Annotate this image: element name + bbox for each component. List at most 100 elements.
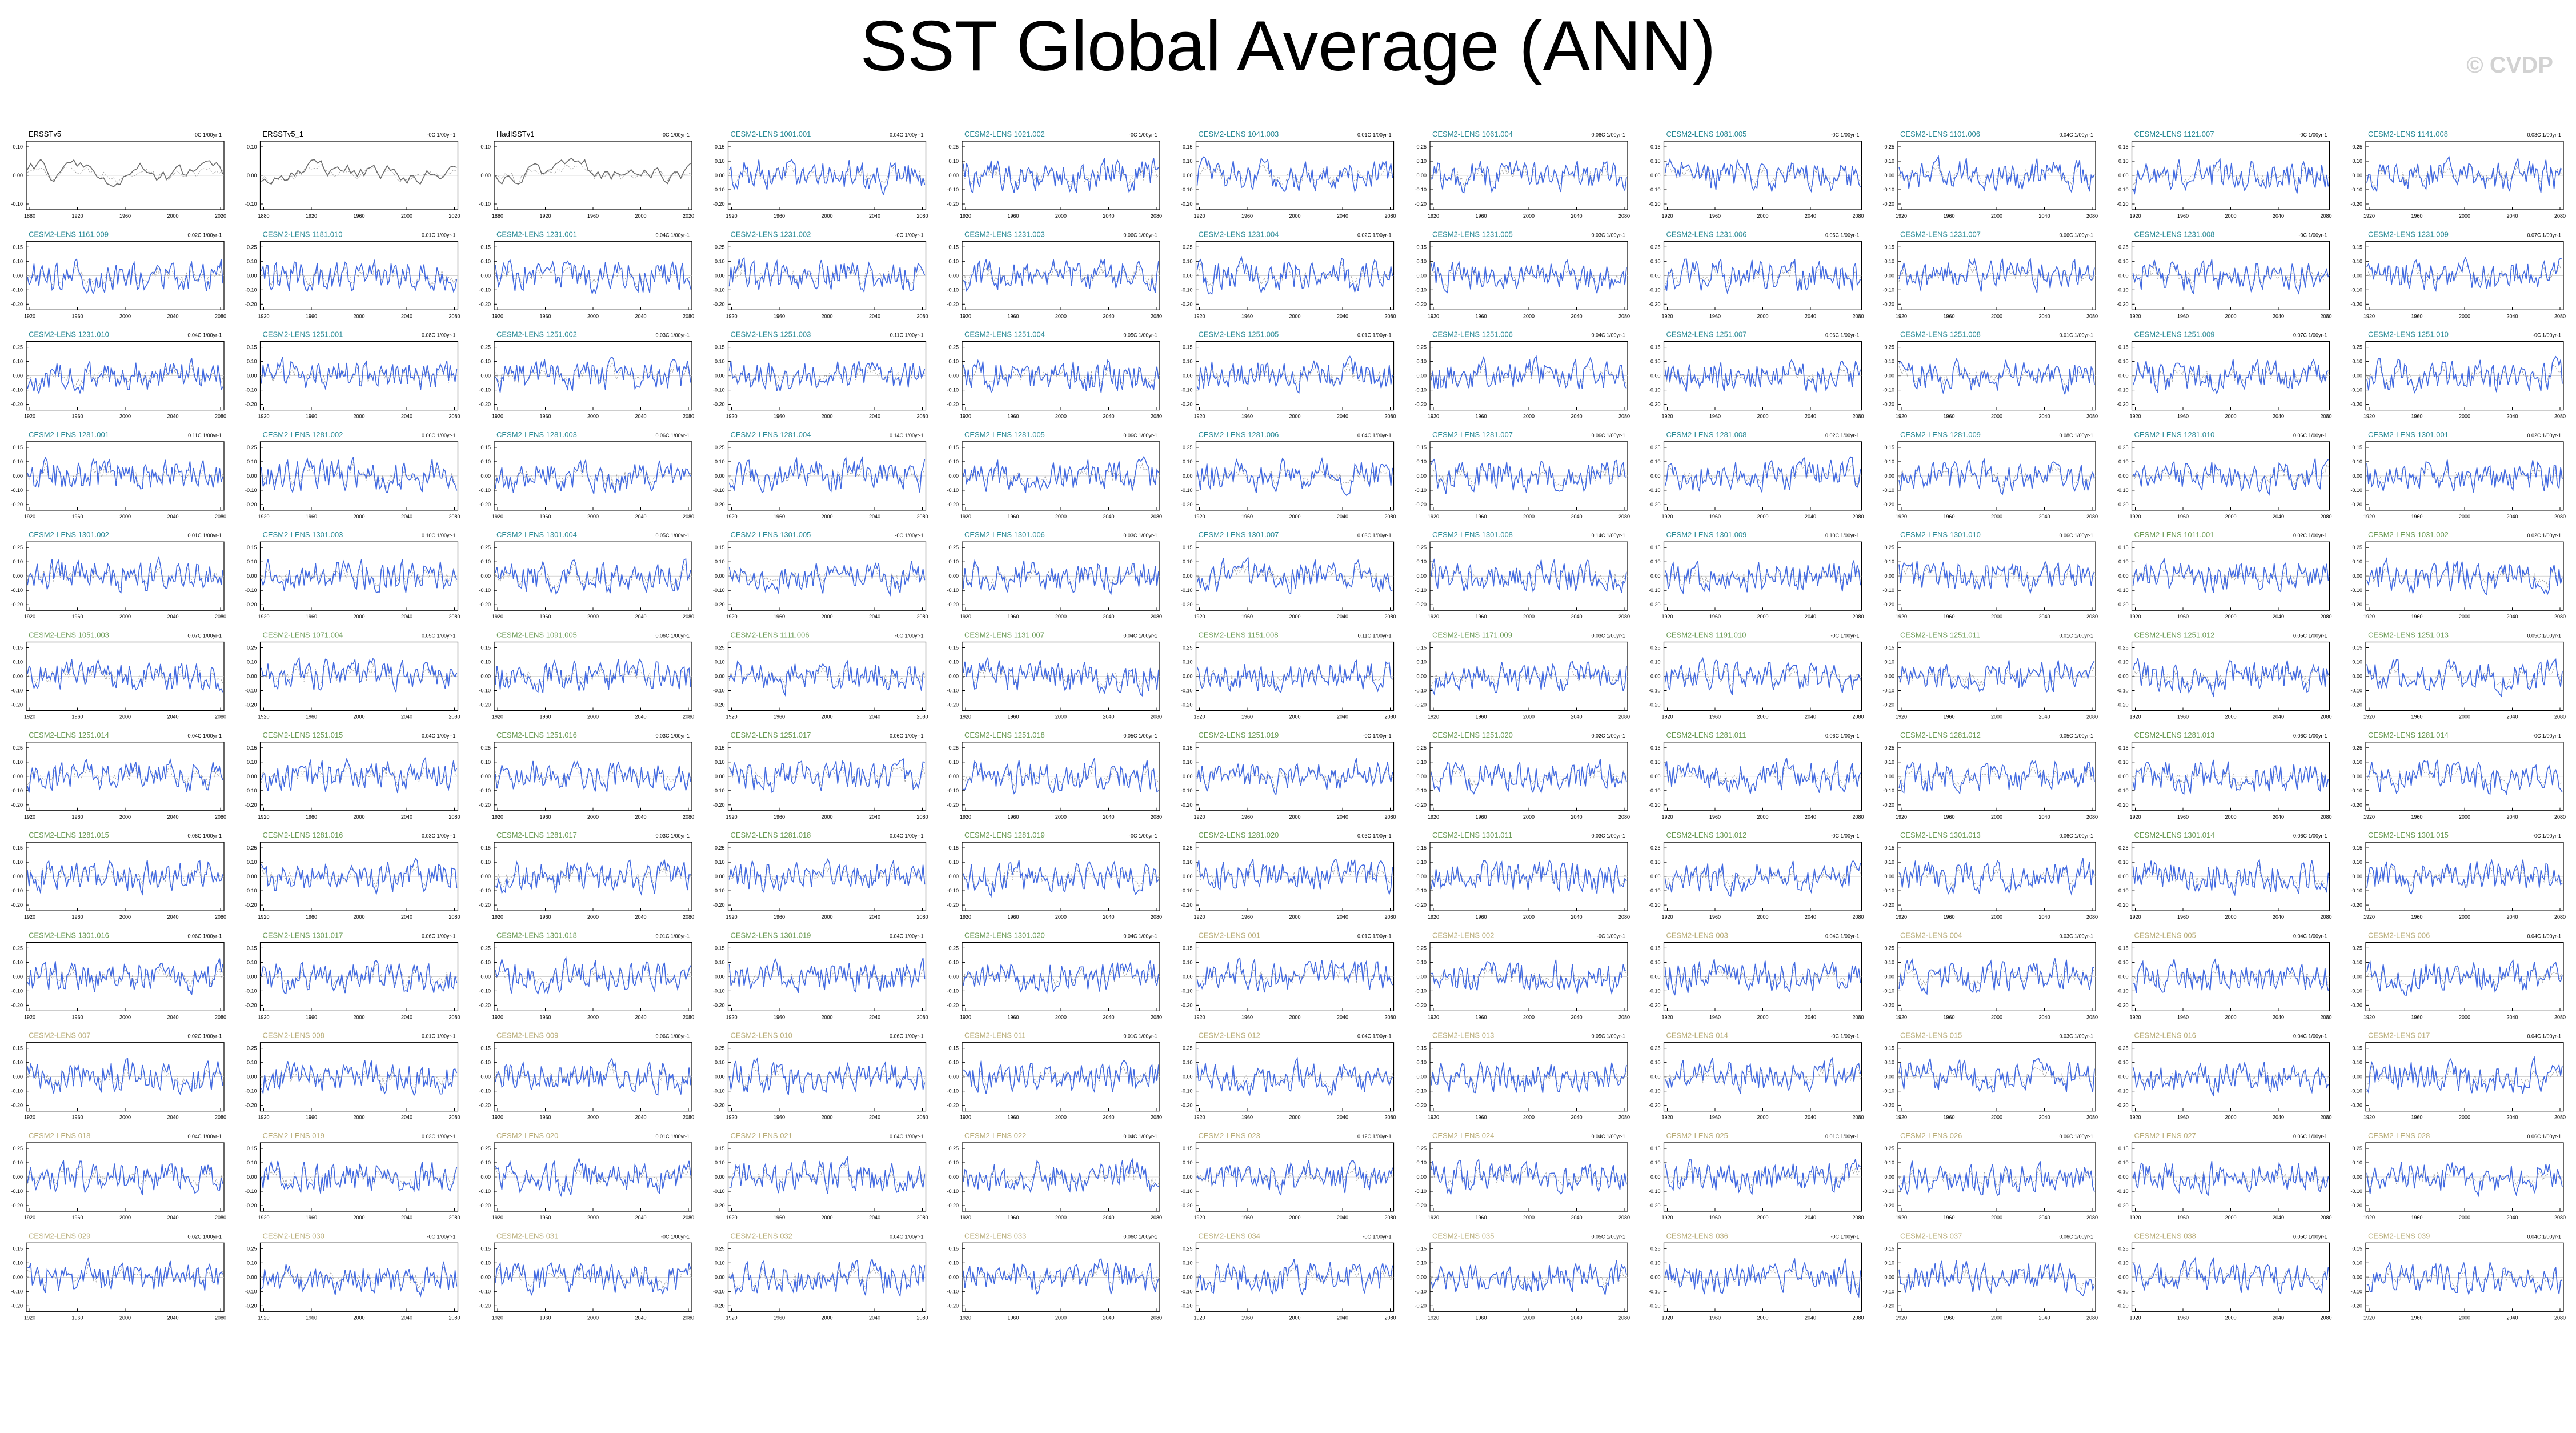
x-tick-label: 1920: [492, 614, 503, 619]
y-tick-label: -0.20: [947, 1203, 959, 1208]
y-tick-label: 0.10: [1884, 559, 1894, 565]
x-tick-label: 1960: [1709, 213, 1721, 219]
reference-series-line: [729, 1163, 925, 1190]
series-line: [1431, 558, 1627, 593]
panel-trend-label: 0.06C 1/00yr-1: [2059, 833, 2093, 839]
reference-series-line: [1197, 564, 1393, 587]
x-tick-label: 1960: [71, 714, 83, 720]
reference-series-line: [1665, 864, 1861, 891]
reference-series-line: [2133, 262, 2329, 288]
x-tick-label: 2080: [448, 1315, 460, 1320]
x-tick-label: 1920: [1193, 714, 1205, 720]
reference-series-line: [963, 1066, 1159, 1090]
y-tick-label: 0.10: [480, 959, 491, 965]
panel-title: CESM2-LENS 1251.011: [1900, 631, 1980, 639]
panel-title: CESM2-LENS 1281.013: [2134, 731, 2215, 739]
panel-title: CESM2-LENS 016: [2134, 1031, 2196, 1040]
y-tick-label: -0.10: [1649, 1088, 1661, 1094]
x-tick-label: 2040: [1337, 1115, 1348, 1120]
y-tick-label: -0.10: [1882, 688, 1894, 694]
x-tick-label: 1920: [960, 414, 971, 419]
panel-trend-label: -0C 1/00yr-1: [1830, 132, 1859, 138]
y-tick-label: 0.25: [2118, 244, 2129, 250]
y-tick-label: 0.10: [1416, 459, 1427, 465]
x-tick-label: 2080: [448, 1115, 460, 1120]
panel-trend-label: 0.04C 1/00yr-1: [890, 833, 924, 839]
y-tick-label: -0.20: [2117, 201, 2129, 207]
x-tick-label: 2040: [167, 313, 178, 319]
y-tick-label: 0.00: [715, 573, 725, 579]
y-tick-label: -0.10: [479, 788, 491, 794]
x-tick-label: 1960: [1709, 414, 1721, 419]
x-tick-label: 2000: [2225, 914, 2236, 920]
reference-series-line: [2366, 1265, 2563, 1289]
y-tick-label: 0.15: [948, 445, 959, 450]
y-tick-label: -0.10: [1415, 1088, 1427, 1094]
panel-trend-label: 0.03C 1/00yr-1: [422, 833, 456, 839]
x-tick-label: 2000: [821, 313, 832, 319]
panel-trend-label: 0.07C 1/00yr-1: [2293, 333, 2327, 338]
x-tick-label: 1920: [258, 1215, 269, 1220]
y-tick-label: -0.20: [2117, 1203, 2129, 1208]
x-tick-label: 2080: [916, 914, 928, 920]
y-tick-label: 0.10: [1650, 559, 1661, 565]
y-tick-label: -0.10: [2350, 387, 2362, 393]
reference-series-line: [27, 166, 223, 183]
y-tick-label: 0.10: [948, 459, 959, 465]
x-tick-label: 2080: [1618, 1215, 1630, 1220]
x-tick-label: 1920: [1428, 914, 1439, 920]
x-tick-label: 1960: [539, 1014, 551, 1020]
x-tick-label: 1920: [960, 814, 971, 820]
x-tick-label: 2080: [2086, 1115, 2098, 1120]
x-tick-label: 1960: [2177, 914, 2189, 920]
chart-panel: CESM2-LENS 1231.003 0.06C 1/00yr-10.150.1…: [947, 230, 1162, 319]
panel-title: CESM2-LENS 023: [1199, 1131, 1260, 1140]
chart-panel: CESM2-LENS 008 0.01C 1/00yr-10.250.100.00…: [245, 1031, 460, 1120]
x-tick-label: 2000: [1289, 1315, 1300, 1320]
x-tick-label: 2000: [587, 1014, 599, 1020]
y-tick-label: 0.10: [480, 559, 491, 565]
x-tick-label: 1920: [2363, 1315, 2375, 1320]
series-line: [2366, 257, 2563, 293]
x-tick-label: 2080: [1852, 1115, 1864, 1120]
y-tick-label: 0.15: [1884, 1046, 1894, 1051]
reference-series-line: [27, 966, 223, 988]
series-line: [1664, 758, 1861, 794]
y-tick-label: 0.25: [1416, 745, 1427, 751]
panel-title: CESM2-LENS 1141.008: [2368, 130, 2448, 138]
x-tick-label: 2000: [1757, 1215, 1768, 1220]
series-line: [495, 1262, 691, 1296]
y-tick-label: 0.10: [948, 258, 959, 264]
y-tick-label: 0.25: [2352, 144, 2362, 150]
x-tick-label: 2080: [683, 814, 694, 820]
y-tick-label: 0.25: [1416, 545, 1427, 550]
y-tick-label: 0.15: [13, 244, 23, 250]
y-tick-label: 0.25: [247, 1246, 257, 1251]
x-tick-label: 2040: [2038, 213, 2050, 219]
reference-series-line: [1898, 163, 2095, 188]
y-tick-label: 0.00: [1183, 173, 1193, 178]
x-tick-label: 2040: [2273, 614, 2284, 619]
y-tick-label: -0.10: [245, 287, 257, 293]
reference-series-line: [729, 165, 925, 187]
x-tick-label: 2080: [1852, 714, 1864, 720]
x-tick-label: 1960: [1241, 1014, 1253, 1020]
chart-panel: CESM2-LENS 1251.004 0.05C 1/00yr-10.250.1…: [947, 330, 1162, 419]
y-tick-label: -0.20: [479, 402, 491, 407]
y-tick-label: 0.25: [715, 1046, 725, 1051]
y-tick-label: 0.10: [948, 1160, 959, 1166]
y-tick-label: 0.10: [1884, 459, 1894, 465]
y-tick-label: -0.20: [1649, 1303, 1661, 1308]
x-tick-label: 2000: [1523, 313, 1535, 319]
chart-panel: CESM2-LENS 1281.014 -0C 1/00yr-10.250.100…: [2350, 731, 2566, 820]
y-tick-label: -0.10: [947, 888, 959, 894]
y-tick-label: 0.10: [1183, 959, 1193, 965]
series-line: [963, 860, 1159, 898]
x-tick-label: 2040: [1805, 814, 1816, 820]
y-tick-label: 0.25: [2352, 545, 2362, 550]
y-tick-label: 0.25: [1650, 1046, 1661, 1051]
y-tick-label: 0.15: [948, 1046, 959, 1051]
panel-trend-label: 0.06C 1/00yr-1: [2527, 1134, 2561, 1139]
chart-panel: CESM2-LENS 037 0.06C 1/00yr-10.150.100.00…: [1882, 1231, 2098, 1320]
panel-trend-label: 0.01C 1/00yr-1: [2059, 333, 2093, 338]
